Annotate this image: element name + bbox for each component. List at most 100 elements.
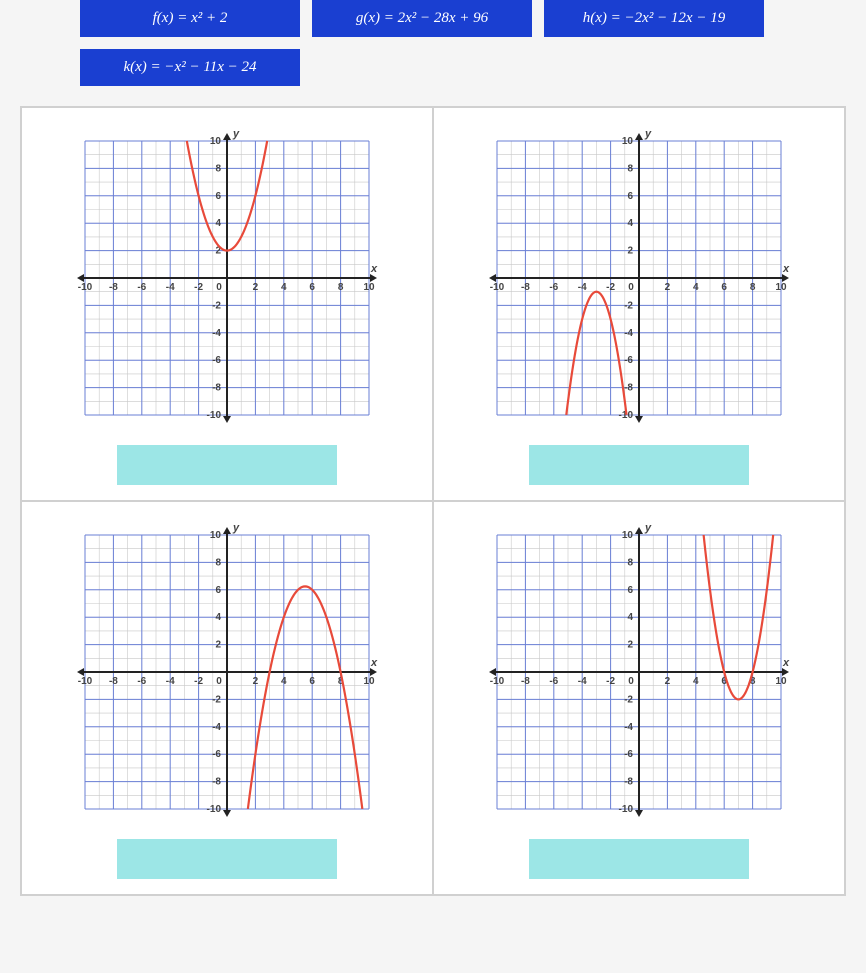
equation-g-button[interactable]: g(x) = 2x² − 28x + 96: [312, 0, 532, 37]
cell-bottom-right: -10-8-6-4-20246810-10-8-6-4-2246810xy: [433, 501, 845, 895]
svg-text:4: 4: [627, 218, 633, 229]
svg-text:x: x: [370, 657, 378, 669]
svg-text:-8: -8: [521, 676, 530, 687]
svg-text:-10: -10: [490, 282, 505, 293]
svg-text:4: 4: [215, 218, 221, 229]
chart-inverted-right: -10-8-6-4-20246810-10-8-6-4-2246810xy: [67, 517, 387, 827]
svg-text:6: 6: [721, 282, 727, 293]
svg-text:-8: -8: [109, 282, 118, 293]
svg-text:-4: -4: [578, 282, 587, 293]
cell-top-left: -10-8-6-4-20246810-10-8-6-4-2246810xy: [21, 107, 433, 501]
chart-upright-centered: -10-8-6-4-20246810-10-8-6-4-2246810xy: [67, 123, 387, 433]
equation-h-button[interactable]: h(x) = −2x² − 12x − 19: [544, 0, 764, 37]
svg-text:-8: -8: [212, 777, 221, 788]
svg-text:-10: -10: [207, 804, 222, 815]
svg-text:4: 4: [215, 612, 221, 623]
svg-text:10: 10: [775, 282, 787, 293]
svg-text:-4: -4: [624, 328, 633, 339]
cell-top-right: -10-8-6-4-20246810-10-8-6-4-2246810xy: [433, 107, 845, 501]
svg-text:x: x: [782, 657, 790, 669]
svg-text:2: 2: [215, 640, 221, 651]
svg-text:-6: -6: [212, 355, 221, 366]
chart-grid: -10 -8 -6 -4 -2 0 2 4 6 8 10 -10 -8 -6 -4 -2 2 4 6 8 10 x y -1…: [20, 106, 846, 896]
svg-text:-2: -2: [624, 694, 633, 705]
svg-text:-8: -8: [521, 282, 530, 293]
svg-text:8: 8: [215, 557, 221, 568]
drop-zone-1[interactable]: [117, 445, 337, 485]
svg-text:2: 2: [627, 246, 633, 257]
svg-text:-6: -6: [137, 282, 146, 293]
svg-text:-10: -10: [207, 410, 222, 421]
svg-text:-2: -2: [212, 300, 221, 311]
equation-k-button[interactable]: k(x) = −x² − 11x − 24: [80, 49, 300, 86]
svg-text:10: 10: [622, 530, 634, 541]
svg-text:10: 10: [210, 136, 222, 147]
svg-text:6: 6: [627, 585, 633, 596]
svg-text:-4: -4: [166, 676, 175, 687]
svg-text:8: 8: [627, 163, 633, 174]
svg-text:-2: -2: [606, 676, 615, 687]
svg-text:-6: -6: [137, 676, 146, 687]
svg-text:-10: -10: [78, 676, 93, 687]
svg-text:6: 6: [309, 282, 315, 293]
svg-text:4: 4: [281, 282, 287, 293]
svg-text:-4: -4: [166, 282, 175, 293]
drop-zone-4[interactable]: [529, 839, 749, 879]
svg-text:0: 0: [628, 676, 634, 687]
svg-text:10: 10: [622, 136, 634, 147]
svg-text:2: 2: [253, 282, 259, 293]
svg-text:-2: -2: [194, 676, 203, 687]
svg-text:y: y: [232, 128, 240, 140]
svg-text:-4: -4: [578, 676, 587, 687]
svg-text:8: 8: [627, 557, 633, 568]
svg-text:-6: -6: [624, 749, 633, 760]
svg-text:4: 4: [693, 676, 699, 687]
svg-text:10: 10: [363, 282, 375, 293]
svg-text:8: 8: [338, 282, 344, 293]
svg-text:-8: -8: [109, 676, 118, 687]
svg-text:6: 6: [215, 191, 221, 202]
svg-text:4: 4: [693, 282, 699, 293]
svg-text:4: 4: [627, 612, 633, 623]
svg-text:x: x: [370, 263, 378, 275]
svg-text:0: 0: [216, 676, 222, 687]
svg-text:-2: -2: [606, 282, 615, 293]
svg-text:6: 6: [309, 676, 315, 687]
svg-text:-6: -6: [624, 355, 633, 366]
chart-upright-right: -10-8-6-4-20246810-10-8-6-4-2246810xy: [479, 517, 799, 827]
svg-text:x: x: [782, 263, 790, 275]
svg-text:-6: -6: [549, 282, 558, 293]
drop-zone-3[interactable]: [117, 839, 337, 879]
svg-text:6: 6: [627, 191, 633, 202]
svg-text:-6: -6: [212, 749, 221, 760]
svg-text:-4: -4: [212, 328, 221, 339]
svg-text:-8: -8: [624, 777, 633, 788]
svg-text:6: 6: [215, 585, 221, 596]
svg-text:y: y: [232, 522, 240, 534]
svg-text:10: 10: [210, 530, 222, 541]
svg-text:8: 8: [750, 282, 756, 293]
svg-text:-10: -10: [619, 804, 634, 815]
svg-text:0: 0: [216, 282, 222, 293]
svg-text:-2: -2: [212, 694, 221, 705]
svg-text:0: 0: [628, 282, 634, 293]
svg-text:10: 10: [775, 676, 787, 687]
svg-text:-4: -4: [212, 722, 221, 733]
equation-bank: f(x) = x² + 2 g(x) = 2x² − 28x + 96 h(x)…: [0, 0, 866, 106]
svg-text:-10: -10: [78, 282, 93, 293]
svg-text:2: 2: [665, 676, 671, 687]
svg-text:y: y: [644, 522, 652, 534]
svg-text:2: 2: [665, 282, 671, 293]
svg-text:-8: -8: [624, 383, 633, 394]
svg-text:10: 10: [363, 676, 375, 687]
cell-bottom-left: -10-8-6-4-20246810-10-8-6-4-2246810xy: [21, 501, 433, 895]
svg-text:2: 2: [627, 640, 633, 651]
svg-text:-10: -10: [490, 676, 505, 687]
equation-f-button[interactable]: f(x) = x² + 2: [80, 0, 300, 37]
svg-text:4: 4: [281, 676, 287, 687]
svg-text:2: 2: [253, 676, 259, 687]
svg-text:y: y: [644, 128, 652, 140]
drop-zone-2[interactable]: [529, 445, 749, 485]
svg-text:8: 8: [215, 163, 221, 174]
svg-text:-2: -2: [194, 282, 203, 293]
